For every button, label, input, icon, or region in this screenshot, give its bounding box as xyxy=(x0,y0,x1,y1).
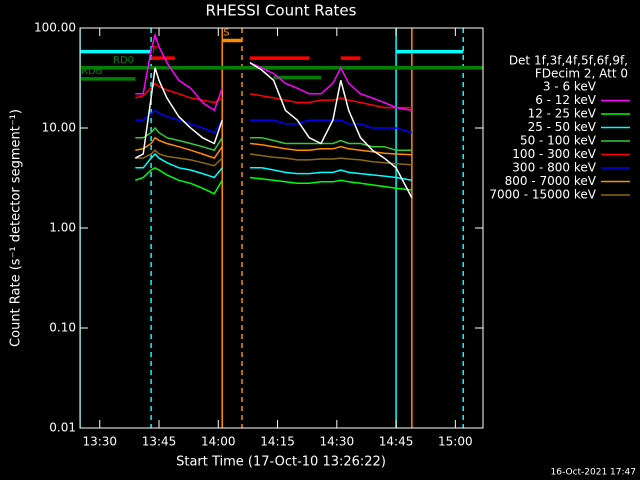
x-tick-label: 14:00 xyxy=(201,435,236,449)
legend-label: 12 - 25 keV xyxy=(528,107,597,121)
axes-frame xyxy=(79,27,484,429)
legend-label: 50 - 100 keV xyxy=(520,134,597,148)
flag-label: F xyxy=(152,45,158,56)
series-line xyxy=(135,82,412,109)
legend-header: FDecim 2, Att 0 xyxy=(535,67,628,81)
y-axis-label: Count Rate (s⁻¹ detector segment⁻¹) xyxy=(9,109,24,347)
x-axis-label: Start Time (17-Oct-10 13:26:22) xyxy=(176,455,386,470)
x-tick-label: 13:30 xyxy=(82,435,117,449)
x-tick-label: 14:30 xyxy=(320,435,355,449)
x-tick-label: 14:15 xyxy=(260,435,295,449)
series-line xyxy=(135,166,412,195)
legend-label: 100 - 300 keV xyxy=(512,147,596,161)
flag-label: RD6 xyxy=(81,66,102,77)
legend-label: 25 - 50 keV xyxy=(528,120,597,134)
legend-label: 300 - 800 keV xyxy=(512,161,596,175)
legend-label: 7000 - 15000 keV xyxy=(489,188,596,202)
series-line xyxy=(135,126,412,152)
x-tick-label: 14:45 xyxy=(379,435,414,449)
flag-label: S xyxy=(223,27,229,38)
chart-title: RHESSI Count Rates xyxy=(206,2,357,20)
y-tick-label: 0.10 xyxy=(49,321,76,335)
x-tick-label: 13:45 xyxy=(142,435,177,449)
plot-area xyxy=(80,28,483,428)
legend-label: 6 - 12 keV xyxy=(535,93,597,107)
y-tick-label: 0.01 xyxy=(49,421,76,435)
legend-label: 3 - 6 keV xyxy=(543,80,597,94)
footer: 16-Oct-2021 17:47 xyxy=(551,468,636,478)
series-line xyxy=(135,32,413,112)
series-line xyxy=(135,152,413,182)
series-line xyxy=(134,62,413,199)
legend-header: Det 1f,3f,4f,5f,6f,9f, xyxy=(509,54,628,68)
y-tick-label: 10.00 xyxy=(42,121,76,135)
legend-label: 800 - 7000 keV xyxy=(505,174,597,188)
flag-label: RD0 xyxy=(113,55,134,66)
x-tick-label: 15:00 xyxy=(438,435,473,449)
y-tick-label: 100.00 xyxy=(34,21,76,35)
series-line xyxy=(135,149,412,167)
series-line xyxy=(135,136,412,159)
y-tick-label: 1.00 xyxy=(49,221,76,235)
